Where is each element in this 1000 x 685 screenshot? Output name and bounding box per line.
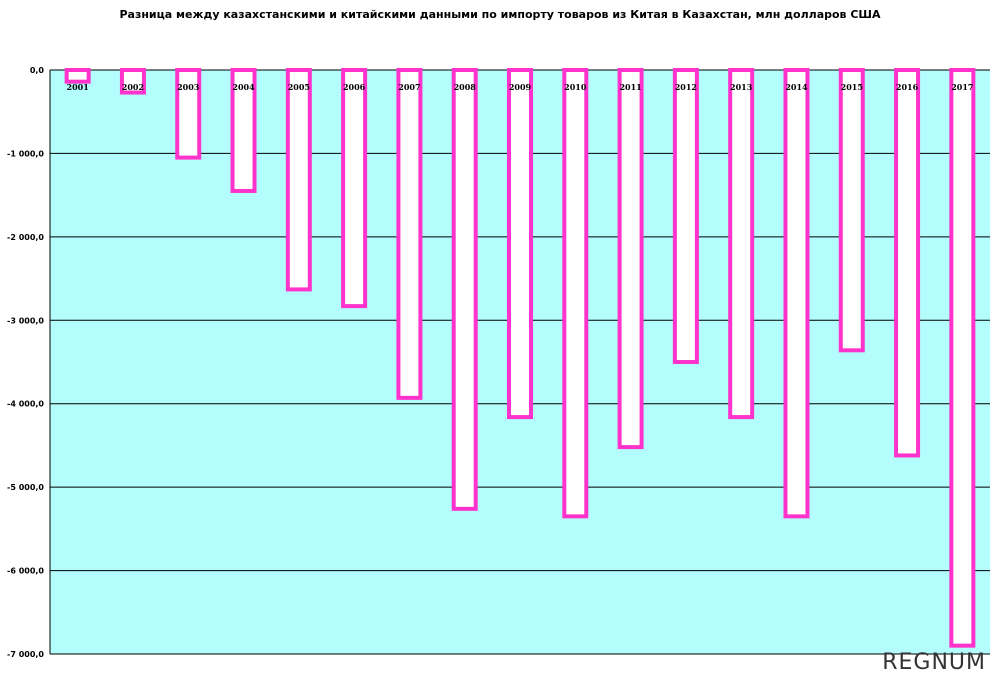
x-axis-ticks: 2001 2002 2003 2004 2005 2006 2007 2008 2009 2010… — [67, 82, 974, 92]
bar-2007 — [396, 68, 423, 400]
y-tick-label: -7 000,0 — [7, 650, 44, 659]
x-tick-label: 2008 — [454, 82, 477, 92]
chart-title: Разница между казахстанскими и китайским… — [119, 8, 881, 21]
bar-2014 — [783, 68, 810, 519]
bar-2008 — [451, 68, 478, 511]
y-tick-label: -5 000,0 — [7, 483, 44, 492]
bar-2005 — [285, 68, 312, 292]
bar-2016 — [894, 68, 921, 458]
x-tick-label: 2016 — [896, 82, 919, 92]
y-tick-label: -4 000,0 — [7, 400, 44, 409]
x-tick-label: 2012 — [675, 82, 697, 92]
x-tick-label: 2017 — [951, 82, 973, 92]
x-tick-label: 2002 — [122, 82, 144, 92]
bar-2013 — [728, 68, 755, 420]
bar-2001 — [64, 68, 91, 84]
bar-2012 — [672, 68, 699, 364]
y-tick-label: -1 000,0 — [7, 149, 44, 158]
bar-2010 — [562, 68, 589, 519]
y-axis-ticks: 0,0 -1 000,0 -2 000,0 -3 000,0 -4 000,0 -5 00… — [7, 66, 44, 659]
x-tick-label: 2010 — [564, 82, 587, 92]
x-tick-label: 2011 — [619, 82, 641, 92]
bar-2011 — [617, 68, 644, 450]
bar-2003 — [175, 68, 202, 160]
y-tick-label: -3 000,0 — [7, 316, 44, 325]
x-tick-label: 2006 — [343, 82, 366, 92]
bars — [64, 68, 976, 648]
x-tick-label: 2015 — [841, 82, 863, 92]
y-tick-label: -2 000,0 — [7, 233, 44, 242]
x-tick-label: 2014 — [785, 82, 808, 92]
x-tick-label: 2003 — [177, 82, 200, 92]
bar-2009 — [507, 68, 533, 420]
x-tick-label: 2007 — [398, 82, 420, 92]
bar-2015 — [838, 68, 865, 353]
x-tick-label: 2001 — [67, 82, 89, 92]
x-tick-label: 2009 — [509, 82, 532, 92]
bar-2002 — [119, 68, 146, 95]
bar-2004 — [230, 68, 257, 193]
bar-2017 — [949, 68, 976, 648]
y-tick-label: 0,0 — [30, 66, 45, 75]
x-tick-label: 2013 — [730, 82, 753, 92]
y-tick-label: -6 000,0 — [7, 567, 44, 576]
bar-2006 — [341, 68, 368, 309]
x-tick-label: 2004 — [232, 82, 255, 92]
regnum-watermark: REGNUM — [882, 650, 986, 675]
x-tick-label: 2005 — [288, 82, 310, 92]
